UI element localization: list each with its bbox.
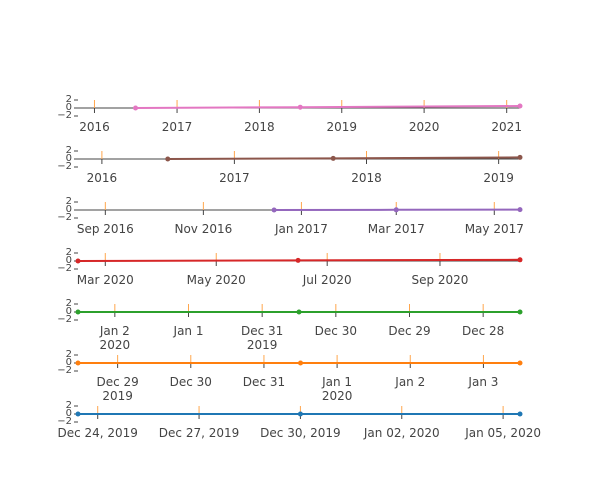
y-tick-label: −2 xyxy=(57,263,72,274)
x-tick-label: Jan 1 xyxy=(173,324,204,338)
x-tick-label: Dec 29 xyxy=(388,324,431,338)
y-tick-label: 0 xyxy=(65,357,72,368)
y-tick-label: 2 xyxy=(65,349,72,360)
point xyxy=(297,104,303,110)
x-tick-label: Sep 2020 xyxy=(411,273,469,287)
point xyxy=(517,103,523,109)
point xyxy=(271,207,277,213)
x-tick-label: Dec 31 xyxy=(242,375,286,389)
x-tick-label: Dec 30, 2019 xyxy=(260,426,341,440)
x-tick-label: Jan 2 2020 xyxy=(99,324,131,352)
x-tick-label: 2018 xyxy=(351,171,382,185)
x-tick-label: Jul 2020 xyxy=(302,273,352,287)
x-tick-label: Dec 27, 2019 xyxy=(158,426,240,440)
point xyxy=(75,360,81,366)
y-tick-label: 0 xyxy=(65,306,72,317)
y-tick-label: 0 xyxy=(65,102,72,113)
x-tick-label: Mar 2020 xyxy=(76,273,134,287)
point xyxy=(517,309,523,315)
x-tick-label: 2020 xyxy=(408,120,440,134)
point xyxy=(330,155,336,161)
x-tick-label: Sep 2016 xyxy=(76,222,134,236)
y-tick-label: −2 xyxy=(57,161,72,172)
x-tick-label: Nov 2016 xyxy=(174,222,233,236)
point xyxy=(517,154,523,160)
x-tick-label: Dec 29 2019 xyxy=(96,375,139,403)
x-tick-label: Dec 30 xyxy=(314,324,357,338)
x-tick-label: 2016 xyxy=(86,171,118,185)
x-tick-label: 2016 xyxy=(79,120,110,134)
y-tick-label: −2 xyxy=(57,416,72,427)
y-tick-label: 2 xyxy=(65,400,72,411)
x-tick-label: Jan 1 2020 xyxy=(321,375,353,403)
point xyxy=(517,411,523,417)
point xyxy=(75,309,81,315)
x-tick-label: Jan 02, 2020 xyxy=(363,426,440,440)
y-tick-label: 2 xyxy=(65,196,72,207)
point xyxy=(165,156,171,162)
point xyxy=(75,258,81,264)
x-tick-label: 2018 xyxy=(244,120,275,134)
x-tick-label: Dec 28 xyxy=(462,324,505,338)
point xyxy=(296,309,302,315)
x-tick-label: May 2020 xyxy=(186,273,246,287)
x-tick-label: Jan 2017 xyxy=(274,222,328,236)
y-tick-label: 2 xyxy=(65,247,72,258)
y-tick-label: 2 xyxy=(65,94,72,105)
x-tick-label: 2017 xyxy=(219,171,250,185)
point xyxy=(75,411,81,417)
point xyxy=(517,207,523,213)
y-tick-label: 0 xyxy=(65,153,72,164)
point xyxy=(133,105,139,111)
x-tick-label: Mar 2017 xyxy=(367,222,425,236)
x-tick-label: Dec 31 2019 xyxy=(241,324,284,352)
x-tick-label: 2019 xyxy=(326,120,358,134)
x-tick-label: 2017 xyxy=(161,120,193,134)
x-tick-label: Dec 24, 2019 xyxy=(57,426,138,440)
point xyxy=(517,257,523,263)
point xyxy=(298,360,304,366)
y-tick-label: −2 xyxy=(57,365,72,376)
y-tick-label: −2 xyxy=(57,110,72,121)
point xyxy=(297,411,303,417)
y-tick-label: 2 xyxy=(65,145,72,156)
x-tick-label: Jan 05, 2020 xyxy=(465,426,541,440)
x-tick-label: Jan 2 xyxy=(395,375,426,389)
x-tick-label: Jan 3 xyxy=(468,375,499,389)
y-tick-label: 2 xyxy=(65,298,72,309)
x-tick-label: 2021 xyxy=(491,120,522,134)
x-tick-label: Dec 30 xyxy=(169,375,212,389)
y-tick-label: 0 xyxy=(65,408,72,419)
x-tick-label: May 2017 xyxy=(464,222,524,236)
x-tick-label: 2019 xyxy=(483,171,514,185)
point xyxy=(295,257,301,263)
point xyxy=(393,207,399,213)
y-tick-label: 0 xyxy=(65,255,72,266)
y-tick-label: 0 xyxy=(65,204,72,215)
y-tick-label: −2 xyxy=(57,212,72,223)
y-tick-label: −2 xyxy=(57,314,72,325)
point xyxy=(517,360,523,366)
